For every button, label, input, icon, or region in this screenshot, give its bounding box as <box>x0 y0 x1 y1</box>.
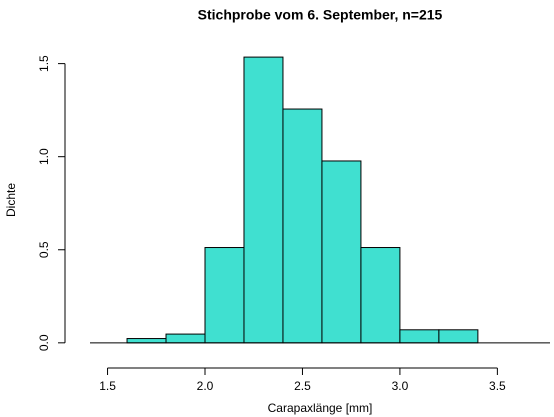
x-tick-label: 1.5 <box>99 379 116 393</box>
bar <box>360 247 401 344</box>
chart-title: Stichprobe vom 6. September, n=215 <box>198 7 443 23</box>
bar <box>399 329 440 344</box>
bar <box>126 338 167 344</box>
bar <box>165 333 206 344</box>
x-tick-label: 2.5 <box>294 379 311 393</box>
bar <box>438 329 479 344</box>
bar <box>321 160 362 344</box>
y-tick-label: 0.5 <box>37 241 51 258</box>
x-tick-label: 2.0 <box>197 379 214 393</box>
x-tick-label: 3.5 <box>489 379 506 393</box>
y-tick-label: 1.5 <box>37 55 51 72</box>
y-tick-label: 1.0 <box>37 148 51 165</box>
x-axis-label: Carapaxlänge [mm] <box>268 401 373 415</box>
y-axis-label: Dichte <box>4 183 18 217</box>
bar <box>282 108 323 344</box>
bar <box>243 56 284 344</box>
x-tick-label: 3.0 <box>392 379 409 393</box>
bar <box>204 247 245 344</box>
y-tick-label: 0.0 <box>37 334 51 351</box>
